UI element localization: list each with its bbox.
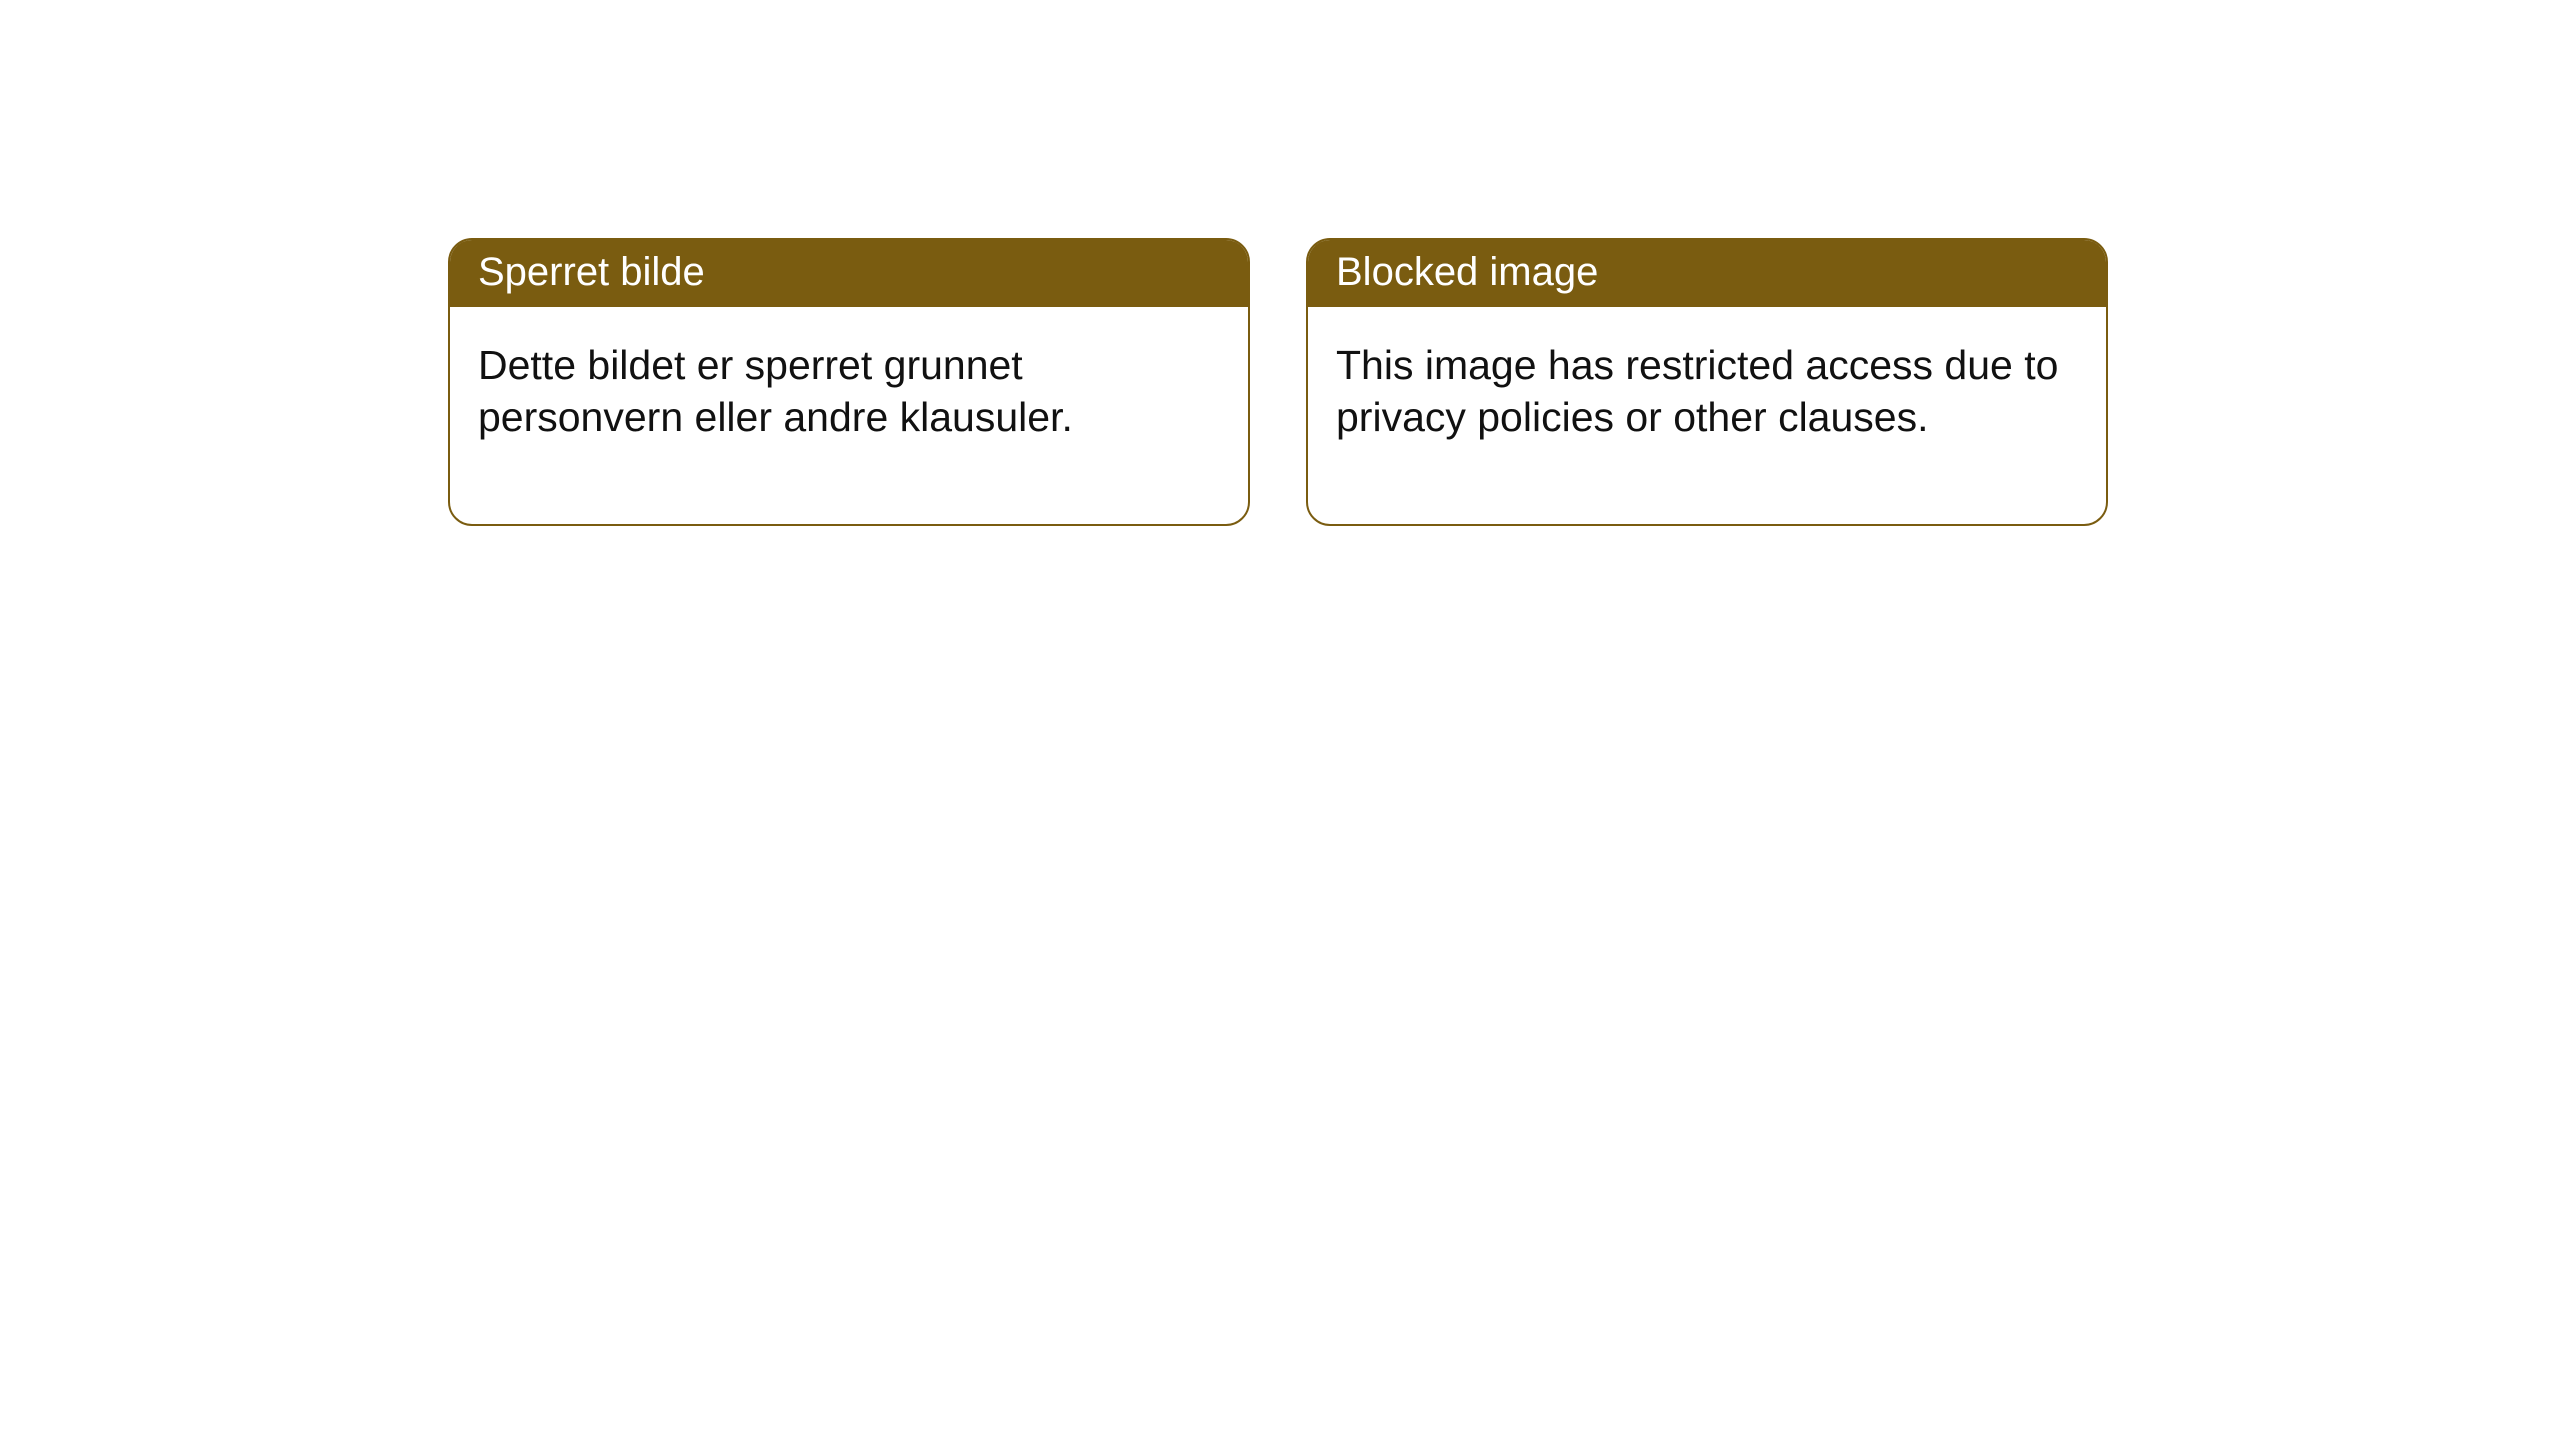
card-title: Sperret bilde xyxy=(478,250,705,294)
card-body: This image has restricted access due to … xyxy=(1308,307,2106,524)
notice-card-norwegian: Sperret bilde Dette bildet er sperret gr… xyxy=(448,238,1250,526)
card-message: This image has restricted access due to … xyxy=(1336,342,2058,440)
card-header: Sperret bilde xyxy=(450,240,1248,307)
card-title: Blocked image xyxy=(1336,250,1598,294)
notice-container: Sperret bilde Dette bildet er sperret gr… xyxy=(448,238,2108,526)
card-header: Blocked image xyxy=(1308,240,2106,307)
card-message: Dette bildet er sperret grunnet personve… xyxy=(478,342,1073,440)
notice-card-english: Blocked image This image has restricted … xyxy=(1306,238,2108,526)
card-body: Dette bildet er sperret grunnet personve… xyxy=(450,307,1248,524)
